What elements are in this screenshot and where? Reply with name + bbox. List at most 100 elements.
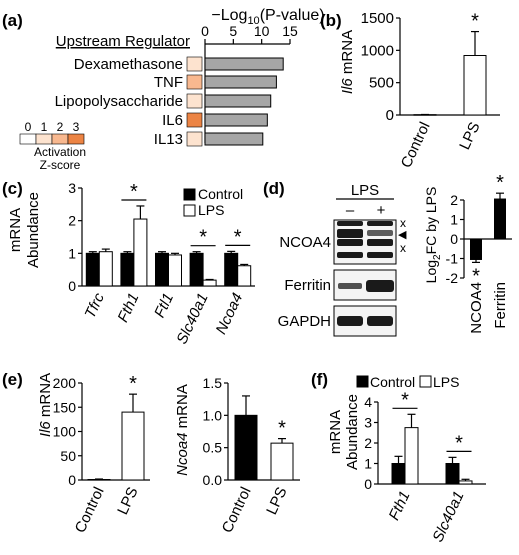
blot-marker-x-top: x bbox=[400, 216, 406, 230]
blot-header: LPS bbox=[351, 182, 379, 199]
panel-a-axis-title: −Log10(P-value) bbox=[211, 7, 324, 27]
panel-e2-y-tick-label: 0.5 bbox=[203, 440, 223, 456]
panel-a-zscore-cell bbox=[186, 93, 203, 109]
blot-lane-minus: – bbox=[346, 202, 355, 219]
panel-f-y-tick-label: 1 bbox=[364, 456, 372, 472]
panel-f-y-tick-label: 2 bbox=[364, 435, 372, 451]
panel-c-bar bbox=[237, 265, 252, 287]
panel-c-ylabel-line1: mRNA bbox=[7, 208, 24, 252]
panel-c-bar bbox=[168, 254, 182, 287]
panel-a-x-tick-label: 10 bbox=[254, 23, 270, 39]
blot-marker-x-bottom: x bbox=[400, 241, 406, 255]
panel-a-zscore-cell bbox=[186, 112, 203, 128]
panel-label-c: (c) bbox=[2, 179, 23, 198]
panel-c-legend-swatch bbox=[183, 188, 196, 201]
panel-d-significance-star: * bbox=[472, 265, 480, 287]
panel-f-y-tick-label: 3 bbox=[364, 415, 372, 431]
panel-e1-y-tick-label: 0 bbox=[68, 472, 76, 488]
panel-e1-y-tick-label: 100 bbox=[53, 424, 77, 440]
panel-e1-category-label: LPS bbox=[114, 485, 141, 518]
panel-d: (d) LPS – + NCOA4 Ferritin GAPDH x◀x Log2FC by… bbox=[263, 172, 512, 337]
blot-band-ncoa4-minus bbox=[337, 221, 363, 226]
panel-b-y-tick-label: 1000 bbox=[361, 42, 394, 59]
panel-c-legend-label: LPS bbox=[198, 202, 224, 218]
panel-d-ylabel: Log2FC by LPS bbox=[423, 187, 443, 284]
panel-f-y-tick-label: 4 bbox=[364, 394, 372, 410]
panel-c-category-label: Ncoa4 bbox=[213, 291, 247, 337]
panel-e2-category-label: Control bbox=[219, 485, 255, 536]
panel-label-a: (a) bbox=[2, 11, 23, 30]
panel-d-y-tick-label: 2 bbox=[450, 192, 458, 208]
panel-f-bar bbox=[404, 427, 419, 485]
panel-e1-category-label: Control bbox=[72, 485, 108, 536]
panel-e2-y-tick-label: 1.0 bbox=[203, 407, 223, 423]
zscore-legend-tick: 2 bbox=[57, 120, 64, 134]
panel-c-bar bbox=[85, 252, 100, 287]
panel-label-f: (f) bbox=[311, 370, 328, 389]
panel-f-bar bbox=[458, 480, 473, 485]
panel-c-y-tick-label: 2 bbox=[68, 213, 76, 229]
panel-a-x-tick-label: 5 bbox=[229, 23, 237, 39]
panel-a-bar bbox=[204, 57, 284, 71]
blot-band-gapdh-plus bbox=[367, 316, 393, 326]
panel-c-category-label: Tfrc bbox=[82, 290, 109, 321]
panel-f-bar bbox=[445, 463, 460, 485]
blot-band-ncoa4-minus bbox=[337, 229, 363, 238]
panel-a-category-label: IL6 bbox=[162, 112, 183, 129]
panel-a-bar bbox=[204, 94, 272, 108]
panel-f-category-label: Fth1 bbox=[386, 489, 414, 523]
panel-a-bar bbox=[204, 75, 277, 89]
panel-label-e: (e) bbox=[2, 370, 23, 389]
panel-e2-bar bbox=[234, 414, 258, 481]
panel-c-legend-label: Control bbox=[198, 186, 243, 202]
panel-f-legend-label: Control bbox=[370, 374, 415, 390]
blot-band-ferritin-plus bbox=[366, 280, 394, 292]
panel-c-y-tick-label: 0 bbox=[68, 278, 76, 294]
panel-a: (a) −Log10(P-value) 0 5 10 15 Upstream Regu… bbox=[2, 7, 325, 172]
panel-f: (f) mRNA Abundance 01234Fth1*Slc40a1*Con… bbox=[311, 370, 486, 545]
panel-e1-significance-star: * bbox=[129, 373, 137, 395]
panel-c-bar bbox=[98, 251, 113, 287]
blot-band-gapdh-minus bbox=[337, 316, 363, 326]
panel-c-category-label: Slc40a1 bbox=[173, 291, 211, 347]
blot-band-ncoa4-plus bbox=[367, 239, 393, 246]
panel-e1-chart: 0 50 100 150 200 Control LPS * bbox=[53, 373, 150, 536]
panel-e2-chart: 0.0 0.5 1.0 1.5 Control LPS * bbox=[203, 375, 300, 536]
panel-f-significance-star: * bbox=[455, 432, 463, 454]
panel-a-category-label: Dexamethasone bbox=[74, 56, 183, 73]
zscore-legend-tick: 1 bbox=[41, 120, 48, 134]
panel-a-x-tick-label: 15 bbox=[282, 23, 298, 39]
western-blot: LPS – + NCOA4 Ferritin GAPDH x◀x bbox=[278, 182, 407, 337]
panel-label-b: (b) bbox=[320, 11, 342, 30]
panel-d-y-tick-label: -2 bbox=[446, 270, 459, 286]
panel-f-bar bbox=[391, 463, 406, 485]
panel-d-y-tick-label: 0 bbox=[450, 231, 458, 247]
panel-e2-significance-star: * bbox=[278, 418, 286, 440]
panel-a-bar bbox=[204, 132, 264, 146]
panel-b-category-label: Control bbox=[398, 120, 434, 171]
panel-e1-ylabel: Il6 mRNA bbox=[37, 373, 54, 437]
zscore-legend-swatch bbox=[67, 133, 85, 145]
panel-a-zscore-cell bbox=[186, 74, 203, 90]
panel-a-category-label: Lipopolysaccharide bbox=[55, 93, 183, 110]
panel-f-category-label: Slc40a1 bbox=[429, 489, 467, 545]
panel-e2-ylabel: Ncoa4 mRNA bbox=[174, 384, 191, 476]
panel-e1-y-tick-label: 200 bbox=[53, 375, 77, 391]
panel-c-significance-star: * bbox=[199, 227, 207, 249]
panel-c-bar bbox=[202, 279, 217, 287]
panel-b: (b) Il6 mRNA 0 500 1000 1500 Control LPS * bbox=[320, 10, 500, 171]
panel-e2-y-tick-label: 1.5 bbox=[203, 375, 223, 391]
panel-d-category-label: NCOA4 bbox=[468, 282, 485, 334]
blot-band-ferritin-minus bbox=[338, 283, 362, 289]
panel-e1-bar bbox=[121, 411, 145, 481]
panel-d-y-tick-label: 1 bbox=[450, 212, 458, 228]
panel-c-category-label: Fth1 bbox=[114, 291, 142, 325]
panel-a-zscore-cell bbox=[186, 131, 203, 147]
panel-b-ylabel: Il6 mRNA bbox=[339, 30, 356, 94]
panel-d-y-tick-label: -1 bbox=[446, 251, 459, 267]
panel-b-y-tick-label: 0 bbox=[386, 107, 394, 124]
